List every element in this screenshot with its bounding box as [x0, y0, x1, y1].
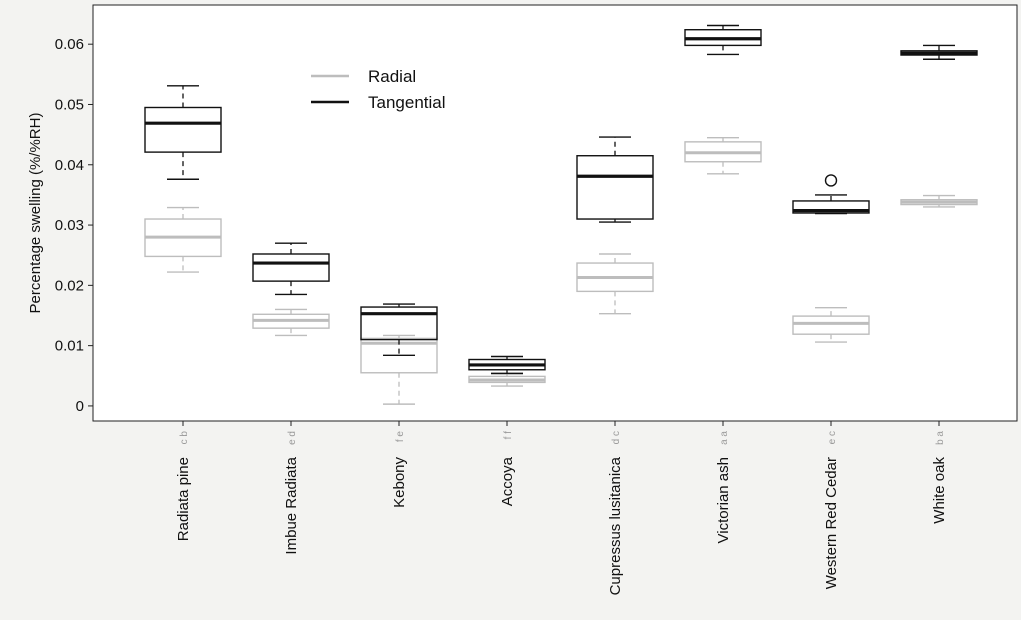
box-tangential-6	[792, 174, 870, 215]
category-label: Western Red Cedar	[823, 457, 840, 589]
box-tangential-0	[144, 85, 222, 180]
category-label: Imbue Radiata	[283, 456, 300, 554]
significance-letters: f e	[395, 431, 406, 443]
box-tangential-7	[900, 44, 978, 60]
y-tick-label: 0	[76, 398, 84, 415]
box-radial-7	[900, 194, 978, 208]
category-label: Radiata pine	[175, 457, 192, 541]
y-tick-label: 0.04	[55, 157, 84, 174]
legend: Radial Tangential	[311, 67, 446, 112]
box-radial-5	[684, 136, 762, 175]
significance-letters: c b	[179, 431, 190, 445]
y-tick-label: 0.03	[55, 217, 84, 234]
significance-letters: f f	[503, 431, 514, 440]
legend-label-tangential: Tangential	[368, 93, 446, 112]
box-iqr	[360, 337, 438, 374]
y-tick-label: 0.02	[55, 277, 84, 294]
box-iqr	[792, 315, 870, 335]
significance-letters: b a	[935, 431, 946, 445]
x-axis: c b Radiata pine e d Imbue Radiata f e Kebony…	[175, 421, 948, 595]
category-label: Cupressus lusitanica	[607, 456, 624, 595]
legend-label-radial: Radial	[368, 67, 416, 86]
y-tick-label: 0.06	[55, 36, 84, 53]
category-label: Kebony	[391, 457, 408, 508]
box-radial-1	[252, 308, 330, 337]
significance-letters: a a	[719, 431, 730, 445]
box-radial-4	[576, 253, 654, 315]
box-radial-6	[792, 306, 870, 343]
category-label: Victorian ash	[715, 457, 732, 543]
box-tangential-5	[684, 24, 762, 56]
box-iqr	[360, 306, 438, 341]
box-tangential-2	[360, 303, 438, 356]
box-iqr	[252, 253, 330, 282]
significance-letters: e c	[827, 431, 838, 444]
category-label: Accoya	[499, 456, 516, 506]
outlier-point	[824, 174, 838, 187]
y-tick-label: 0.05	[55, 96, 84, 113]
box-tangential-1	[252, 242, 330, 296]
box-groups	[144, 24, 978, 405]
box-tangential-4	[576, 136, 654, 223]
box-iqr	[576, 155, 654, 220]
category-label: White oak	[931, 457, 948, 524]
y-axis-label: Percentage swelling (%/%RH)	[27, 113, 44, 314]
box-radial-0	[144, 206, 222, 273]
box-tangential-3	[468, 355, 546, 375]
significance-letters: d c	[611, 431, 622, 444]
significance-letters: e d	[287, 431, 298, 445]
y-axis: 0 0.01 0.02 0.03 0.04 0.05 0.06	[55, 36, 93, 415]
box-iqr	[792, 200, 870, 214]
plot-area	[92, 4, 1018, 422]
box-iqr	[144, 106, 222, 153]
y-tick-label: 0.01	[55, 338, 84, 355]
